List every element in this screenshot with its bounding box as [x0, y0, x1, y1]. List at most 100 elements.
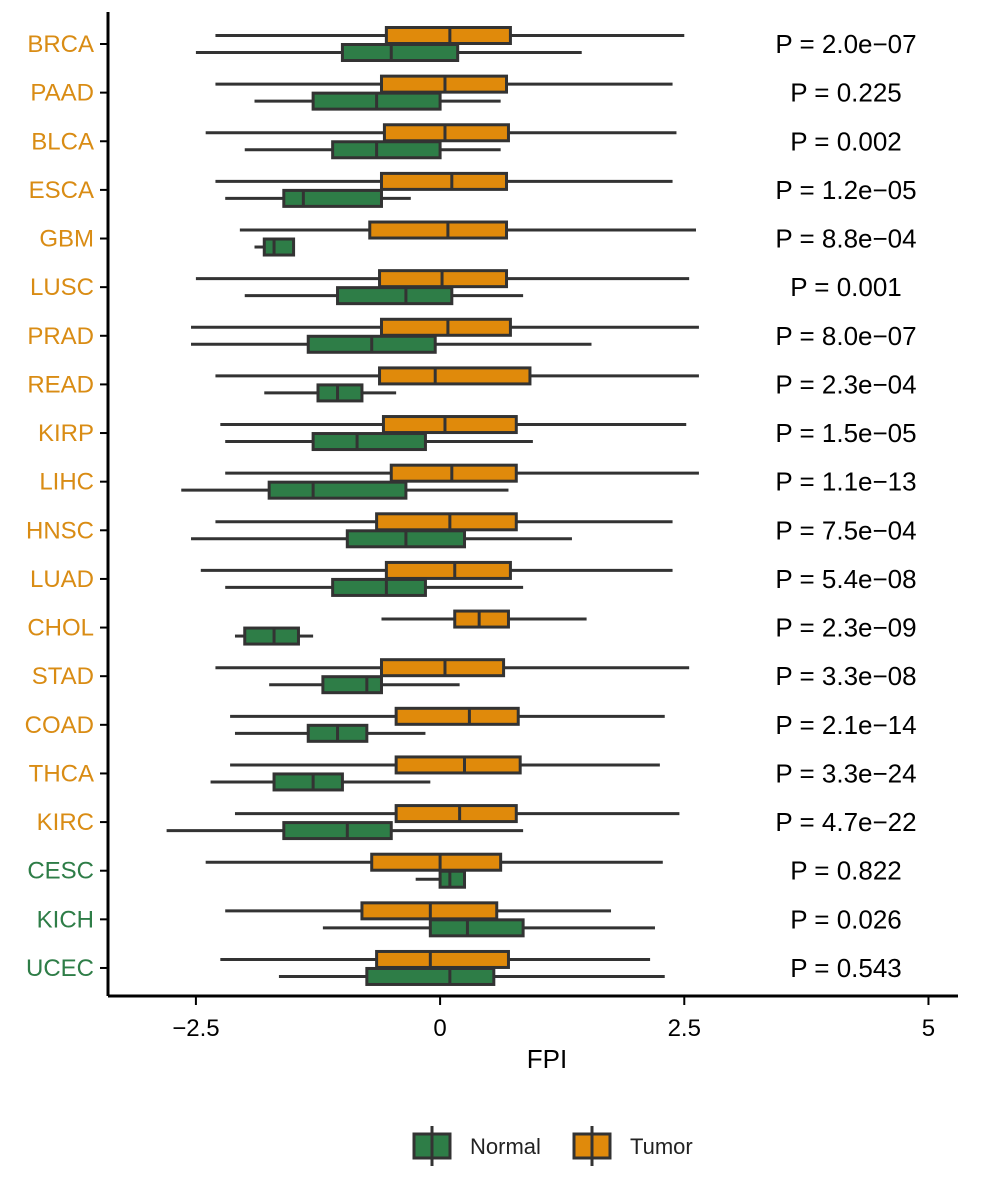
box-kich-tumor: [225, 901, 612, 921]
box-luad-normal-box: [331, 577, 427, 597]
box-kirc-tumor: [234, 804, 680, 824]
box-lihc-normal: [181, 480, 509, 500]
box-kich-normal: [322, 918, 655, 938]
y-tick-label-chol: CHOL: [27, 615, 94, 642]
box-esca-normal-box: [282, 188, 383, 208]
box-esca-tumor: [215, 171, 673, 191]
group-kirp: [220, 415, 687, 452]
y-tick-label-coad: COAD: [25, 712, 94, 739]
p-value-thca: P = 3.3e−24: [775, 758, 916, 788]
box-paad-normal: [254, 91, 501, 111]
y-tick-label-stad: STAD: [32, 663, 94, 690]
p-value-brca: P = 2.0e−07: [775, 29, 916, 59]
box-hnsc-normal: [191, 529, 572, 549]
y-tick-label-gbm: GBM: [39, 226, 94, 253]
y-tick-label-kirc: KIRC: [37, 809, 94, 836]
group-cesc: [205, 852, 663, 889]
box-thca-tumor: [230, 755, 660, 775]
y-tick-label-lihc: LIHC: [39, 469, 94, 496]
box-chol-tumor: [381, 609, 587, 629]
box-lihc-normal-box: [267, 480, 408, 500]
y-tick-label-ucec: UCEC: [26, 955, 94, 982]
p-value-luad: P = 5.4e−08: [775, 564, 916, 594]
p-value-cesc: P = 0.822: [790, 856, 902, 886]
box-luad-normal: [225, 577, 524, 597]
x-axis: −2.5 0 2.5 5: [106, 12, 958, 1042]
group-chol: [234, 609, 587, 646]
p-value-paad: P = 0.225: [790, 78, 902, 108]
x-tick-label-1: 0: [433, 1015, 446, 1042]
group-read: [215, 366, 699, 403]
box-read-normal: [264, 383, 397, 403]
group-kich: [225, 901, 655, 938]
box-read-tumor-box: [378, 366, 532, 386]
box-thca-normal: [210, 772, 431, 792]
legend-item-normal: Normal: [412, 1126, 541, 1166]
box-ucec-tumor: [220, 949, 651, 969]
box-thca-normal-box: [272, 772, 344, 792]
y-tick-label-read: READ: [27, 371, 94, 398]
p-value-kirp: P = 1.5e−05: [775, 418, 916, 448]
p-value-prad: P = 8.0e−07: [775, 321, 916, 351]
box-cesc-normal: [415, 869, 467, 889]
box-hnsc-tumor: [215, 512, 673, 532]
group-paad: [215, 74, 673, 111]
box-ucec-normal-box: [365, 966, 496, 986]
legend-label-tumor: Tumor: [630, 1134, 693, 1159]
p-value-read: P = 2.3e−04: [775, 369, 916, 399]
group-hnsc: [191, 512, 673, 549]
x-tick-label-2: 2.5: [668, 1015, 701, 1042]
p-value-esca: P = 1.2e−05: [775, 175, 916, 205]
box-coad-tumor-box: [394, 706, 520, 726]
plot-panel: [166, 26, 699, 986]
group-blca: [205, 123, 677, 160]
legend-item-tumor: Tumor: [572, 1126, 693, 1166]
box-prad-normal: [191, 334, 592, 354]
group-prad: [191, 317, 699, 354]
box-lusc-tumor: [195, 269, 690, 289]
y-tick-labels: BRCA PAAD BLCA ESCA GBM LUSC PRAD READ KIRP LIHC H…: [25, 31, 108, 982]
p-value-lihc: P = 1.1e−13: [775, 467, 916, 497]
box-ucec-tumor-box: [375, 949, 510, 969]
group-lihc: [181, 463, 699, 500]
p-value-lusc: P = 0.001: [790, 272, 902, 302]
box-gbm-tumor-box: [368, 220, 509, 240]
box-kirc-normal-box: [282, 821, 393, 841]
y-tick-label-paad: PAAD: [30, 80, 94, 107]
y-tick-label-thca: THCA: [29, 760, 94, 787]
box-kirc-normal: [166, 821, 524, 841]
box-gbm-normal-box: [262, 237, 296, 257]
p-value-blca: P = 0.002: [790, 126, 902, 156]
box-cesc-tumor: [205, 852, 663, 872]
box-lusc-normal-box: [336, 286, 454, 306]
box-kirp-normal-box: [311, 432, 427, 452]
box-cesc-normal-box: [438, 869, 467, 889]
group-kirc: [166, 804, 680, 841]
y-tick-label-cesc: CESC: [27, 858, 94, 885]
box-brca-normal: [195, 43, 582, 62]
box-brca-normal-box: [340, 43, 460, 62]
group-thca: [210, 755, 660, 792]
box-prad-tumor: [191, 317, 699, 337]
box-prad-tumor-box: [379, 317, 512, 337]
box-kirp-tumor-box: [381, 415, 518, 435]
box-lusc-normal: [244, 286, 524, 306]
p-value-labels: P = 2.0e−07 P = 0.225 P = 0.002 P = 1.2e−05…: [775, 29, 916, 983]
box-stad-normal: [269, 675, 460, 695]
x-tick-label-0: −2.5: [172, 1015, 219, 1042]
box-esca-normal: [225, 188, 411, 208]
box-chol-normal: [234, 626, 314, 646]
x-axis-label: FPI: [527, 1044, 567, 1074]
box-esca-tumor-box: [379, 171, 509, 191]
box-chol-tumor-box: [453, 609, 510, 629]
box-gbm-normal: [254, 237, 296, 257]
p-value-stad: P = 3.3e−08: [775, 661, 916, 691]
y-tick-label-lusc: LUSC: [30, 274, 94, 301]
box-coad-tumor: [230, 706, 665, 726]
box-read-normal-box: [316, 383, 364, 403]
y-tick-label-kich: KICH: [37, 906, 94, 933]
box-luad-tumor-box: [384, 560, 512, 580]
box-kich-normal-box: [428, 918, 525, 938]
box-stad-tumor-box: [379, 658, 506, 678]
